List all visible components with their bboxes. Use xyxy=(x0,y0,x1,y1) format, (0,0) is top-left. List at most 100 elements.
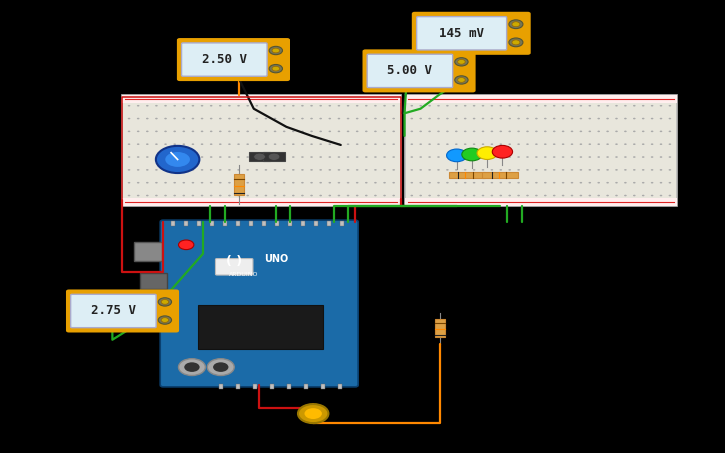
Circle shape xyxy=(668,156,671,158)
Circle shape xyxy=(237,169,240,171)
Circle shape xyxy=(606,118,609,119)
Circle shape xyxy=(446,144,449,145)
Circle shape xyxy=(365,182,368,183)
Circle shape xyxy=(292,182,294,183)
Bar xyxy=(122,95,401,103)
Circle shape xyxy=(491,118,493,119)
Circle shape xyxy=(589,169,591,171)
Bar xyxy=(338,384,342,389)
Circle shape xyxy=(616,195,618,196)
Circle shape xyxy=(419,130,422,132)
Circle shape xyxy=(544,156,547,158)
Circle shape xyxy=(410,130,413,132)
Circle shape xyxy=(464,118,466,119)
Circle shape xyxy=(328,169,331,171)
Circle shape xyxy=(544,144,547,145)
Text: 145 mV: 145 mV xyxy=(439,27,484,40)
Circle shape xyxy=(228,195,231,196)
Bar xyxy=(435,319,445,337)
Circle shape xyxy=(201,169,203,171)
Circle shape xyxy=(201,118,203,119)
Circle shape xyxy=(624,156,626,158)
Circle shape xyxy=(579,105,582,106)
Circle shape xyxy=(128,156,130,158)
Circle shape xyxy=(201,105,203,106)
Circle shape xyxy=(191,118,194,119)
Circle shape xyxy=(328,144,331,145)
Circle shape xyxy=(544,169,547,171)
Circle shape xyxy=(464,195,466,196)
Circle shape xyxy=(347,156,349,158)
Circle shape xyxy=(597,169,600,171)
Circle shape xyxy=(624,182,626,183)
Circle shape xyxy=(347,130,349,132)
Circle shape xyxy=(128,195,130,196)
Circle shape xyxy=(518,105,520,106)
Circle shape xyxy=(455,130,457,132)
Circle shape xyxy=(338,169,340,171)
Circle shape xyxy=(446,182,449,183)
Circle shape xyxy=(633,105,636,106)
Circle shape xyxy=(173,118,176,119)
Circle shape xyxy=(633,130,636,132)
Circle shape xyxy=(292,118,294,119)
Circle shape xyxy=(301,182,304,183)
Circle shape xyxy=(155,130,158,132)
Circle shape xyxy=(492,145,513,158)
Circle shape xyxy=(428,118,431,119)
Circle shape xyxy=(161,318,169,323)
Circle shape xyxy=(481,130,484,132)
Circle shape xyxy=(428,144,431,145)
Circle shape xyxy=(642,156,645,158)
Circle shape xyxy=(274,130,276,132)
Circle shape xyxy=(446,169,449,171)
Bar xyxy=(275,221,279,226)
Circle shape xyxy=(165,105,167,106)
Circle shape xyxy=(304,408,322,419)
Circle shape xyxy=(500,182,502,183)
Circle shape xyxy=(660,130,663,132)
Circle shape xyxy=(165,144,167,145)
Circle shape xyxy=(274,118,276,119)
Circle shape xyxy=(526,182,529,183)
Circle shape xyxy=(535,182,538,183)
Circle shape xyxy=(526,169,529,171)
Circle shape xyxy=(365,195,368,196)
Circle shape xyxy=(579,144,582,145)
Circle shape xyxy=(473,169,476,171)
Circle shape xyxy=(301,105,304,106)
Circle shape xyxy=(509,20,523,29)
Circle shape xyxy=(219,130,222,132)
Circle shape xyxy=(310,118,313,119)
Circle shape xyxy=(338,144,340,145)
Bar xyxy=(263,152,285,161)
Circle shape xyxy=(544,195,547,196)
Circle shape xyxy=(328,105,331,106)
Circle shape xyxy=(597,195,600,196)
Circle shape xyxy=(642,169,645,171)
Circle shape xyxy=(146,156,149,158)
Circle shape xyxy=(437,105,440,106)
Circle shape xyxy=(191,156,194,158)
Circle shape xyxy=(668,182,671,183)
Circle shape xyxy=(419,169,422,171)
Circle shape xyxy=(544,105,547,106)
Bar xyxy=(288,221,292,226)
Circle shape xyxy=(283,182,286,183)
Bar xyxy=(262,221,266,226)
Circle shape xyxy=(464,169,466,171)
Circle shape xyxy=(274,144,276,145)
Circle shape xyxy=(526,144,529,145)
Circle shape xyxy=(410,118,413,119)
Circle shape xyxy=(579,118,582,119)
Circle shape xyxy=(410,182,413,183)
Bar xyxy=(223,221,227,226)
Circle shape xyxy=(526,195,529,196)
Bar xyxy=(314,221,318,226)
Circle shape xyxy=(535,130,538,132)
Circle shape xyxy=(508,156,511,158)
Circle shape xyxy=(247,156,249,158)
Circle shape xyxy=(446,195,449,196)
Circle shape xyxy=(624,169,626,171)
Circle shape xyxy=(173,195,176,196)
